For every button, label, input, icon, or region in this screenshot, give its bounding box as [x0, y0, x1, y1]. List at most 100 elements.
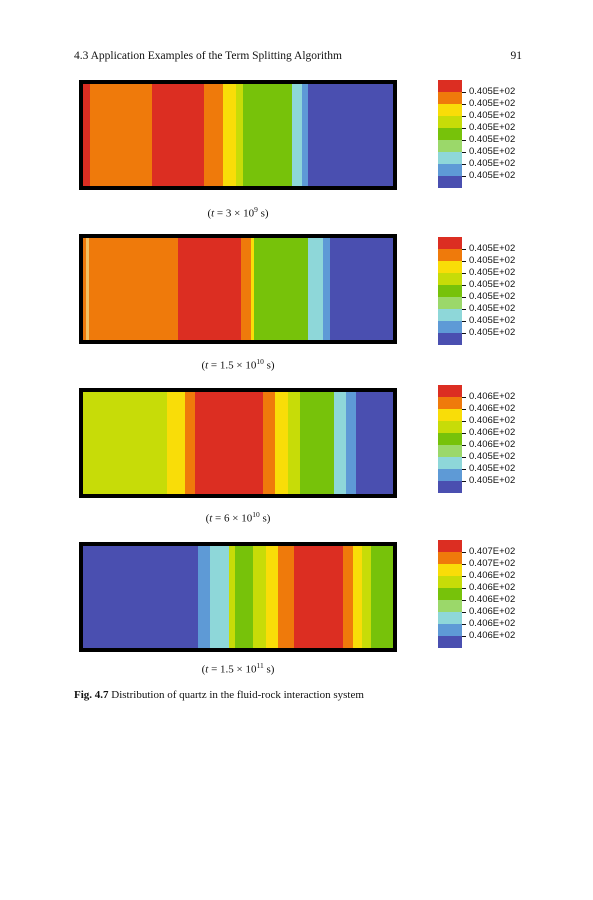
caption-time-symbol: t [209, 512, 213, 525]
caption-value: = 1.5 × 10 [208, 663, 257, 676]
colorbar-legend-3: 0.406E+02 0.406E+02 0.406E+02 0.406E+02 0.40… [438, 385, 515, 493]
color-band [86, 238, 90, 340]
color-band [210, 546, 229, 648]
color-band [293, 546, 344, 648]
colorbar-tick [462, 564, 466, 565]
color-band [278, 546, 294, 648]
colorbar-tick [462, 445, 466, 446]
colorbar-swatch [438, 128, 462, 140]
colorbar-tick [462, 636, 466, 637]
colorbar-tick-label: 0.405E+02 [469, 475, 516, 486]
color-band [185, 392, 195, 494]
colorbar-tick [462, 433, 466, 434]
colorbar-tick [462, 128, 466, 129]
caption-exponent: 10 [256, 357, 264, 366]
color-band [371, 546, 393, 648]
colorbar-swatch [438, 540, 462, 552]
colorbar-tick [462, 333, 466, 334]
colorbar-tick-label: 0.405E+02 [469, 267, 516, 278]
colorbar-swatch [438, 164, 462, 176]
colorbar-tick-label: 0.406E+02 [469, 403, 516, 414]
colorbar-tick [462, 469, 466, 470]
colorbar-tick [462, 273, 466, 274]
color-band [197, 546, 211, 648]
colorbar-tick-label: 0.405E+02 [469, 146, 516, 157]
colorbar-swatch [438, 469, 462, 481]
figure-caption: Fig. 4.7 Distribution of quartz in the f… [74, 689, 522, 701]
colorbar-tick-label: 0.405E+02 [469, 255, 516, 266]
colorbar-swatch [438, 116, 462, 128]
caption-time-symbol: t [205, 663, 209, 676]
colorbar-tick [462, 481, 466, 482]
figure-caption-text: Distribution of quartz in the fluid-rock… [108, 689, 364, 701]
colorbar-tick [462, 176, 466, 177]
colorbar-tick-label: 0.406E+02 [469, 427, 516, 438]
colorbar-tick [462, 92, 466, 93]
color-band [262, 392, 276, 494]
concentration-strip [83, 546, 393, 648]
colorbar-tick-label: 0.405E+02 [469, 463, 516, 474]
colorbar-tick-label: 0.406E+02 [469, 606, 516, 617]
colorbar-swatch [438, 564, 462, 576]
color-band [166, 392, 186, 494]
colorbar-swatch [438, 104, 462, 116]
colorbar-tick [462, 164, 466, 165]
running-header: 4.3 Application Examples of the Term Spl… [74, 50, 522, 66]
panel-caption-4: (t = 1.5 × 1011 s) [79, 661, 397, 676]
panel-caption-1: (t = 3 × 109 s) [79, 205, 397, 220]
colorbar-swatch [438, 636, 462, 648]
color-band [352, 546, 362, 648]
color-band [301, 84, 309, 186]
colorbar-swatch [438, 397, 462, 409]
colorbar-tick-label: 0.405E+02 [469, 86, 516, 97]
color-band [151, 84, 204, 186]
colorbar-swatch [438, 176, 462, 188]
colorbar-swatch [438, 385, 462, 397]
caption-time-symbol: t [211, 207, 215, 220]
caption-unit: s) [257, 207, 269, 220]
concentration-panel-1 [79, 80, 397, 190]
color-band [299, 392, 335, 494]
color-band [355, 392, 393, 494]
colorbar-tick [462, 588, 466, 589]
colorbar-tick-label: 0.407E+02 [469, 546, 516, 557]
colorbar-swatch [438, 588, 462, 600]
color-band [236, 84, 243, 186]
color-band [253, 546, 266, 648]
colorbar-tick [462, 261, 466, 262]
colorbar-tick-label: 0.405E+02 [469, 327, 516, 338]
color-band [291, 84, 302, 186]
colorbar-tick [462, 116, 466, 117]
color-band [83, 546, 198, 648]
colorbar-tick [462, 152, 466, 153]
colorbar-tick [462, 612, 466, 613]
colorbar-tick-label: 0.406E+02 [469, 630, 516, 641]
colorbar-tick [462, 140, 466, 141]
caption-exponent: 10 [252, 510, 260, 519]
color-band [242, 84, 292, 186]
colorbar-tick [462, 321, 466, 322]
colorbar-swatch [438, 309, 462, 321]
caption-unit: s) [259, 512, 271, 525]
color-band [250, 238, 254, 340]
color-band [241, 238, 251, 340]
colorbar-tick-label: 0.405E+02 [469, 134, 516, 145]
colorbar-swatch [438, 152, 462, 164]
section-title: 4.3 Application Examples of the Term Spl… [74, 50, 342, 62]
colorbar-swatch [438, 552, 462, 564]
color-band [307, 238, 324, 340]
caption-value: = 1.5 × 10 [208, 359, 257, 372]
colorbar-legend-2: 0.405E+02 0.405E+02 0.405E+02 0.405E+02 0.40… [438, 237, 515, 345]
colorbar-tick-label: 0.405E+02 [469, 170, 516, 181]
color-band [83, 392, 167, 494]
concentration-strip [83, 84, 393, 186]
colorbar-swatch [438, 80, 462, 92]
colorbar-tick [462, 249, 466, 250]
colorbar-tick-label: 0.405E+02 [469, 158, 516, 169]
color-band [265, 546, 279, 648]
colorbar-swatch [438, 481, 462, 493]
colorbar-tick-label: 0.406E+02 [469, 415, 516, 426]
colorbar-tick-label: 0.405E+02 [469, 98, 516, 109]
colorbar-swatch [438, 273, 462, 285]
color-band [228, 546, 235, 648]
